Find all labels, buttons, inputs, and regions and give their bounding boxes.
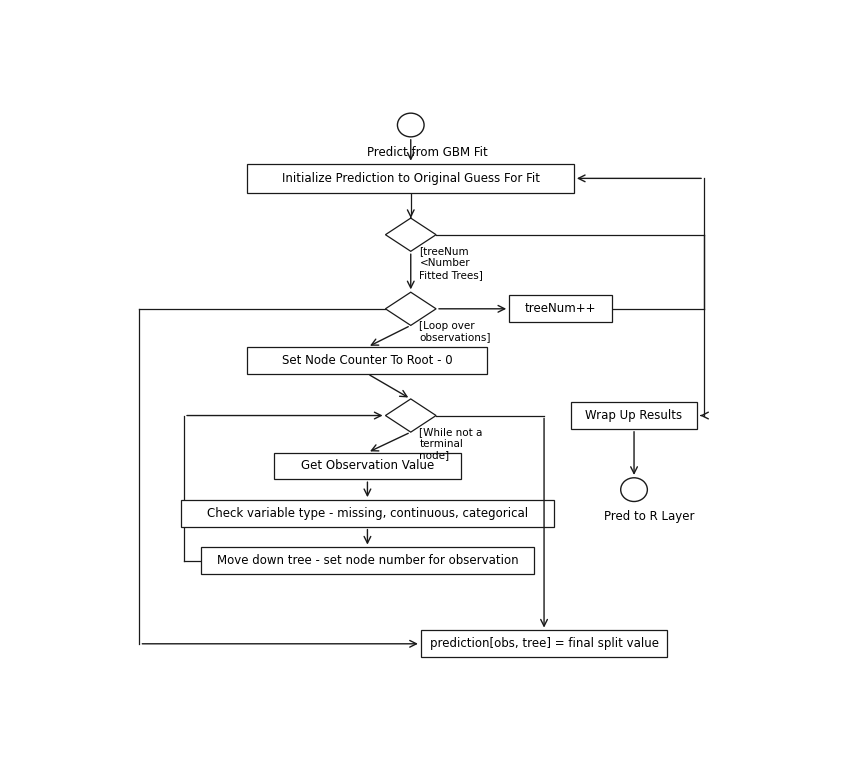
Text: Pred to R Layer: Pred to R Layer [604, 510, 695, 523]
Text: prediction[obs, tree] = final split value: prediction[obs, tree] = final split valu… [429, 638, 659, 651]
Circle shape [621, 477, 648, 501]
Text: treeNum++: treeNum++ [525, 303, 597, 315]
FancyBboxPatch shape [248, 347, 488, 373]
Text: Move down tree - set node number for observation: Move down tree - set node number for obs… [217, 554, 519, 567]
Polygon shape [385, 399, 436, 432]
Text: [While not a
terminal
node]: [While not a terminal node] [420, 427, 482, 460]
Polygon shape [385, 292, 436, 326]
Text: [treeNum
<Number
Fitted Trees]: [treeNum <Number Fitted Trees] [420, 246, 483, 280]
Circle shape [397, 113, 424, 137]
FancyBboxPatch shape [509, 296, 612, 322]
Text: Get Observation Value: Get Observation Value [301, 460, 434, 473]
FancyBboxPatch shape [421, 631, 667, 657]
Text: Set Node Counter To Root - 0: Set Node Counter To Root - 0 [282, 354, 452, 367]
FancyBboxPatch shape [274, 453, 461, 479]
Text: Wrap Up Results: Wrap Up Results [586, 409, 683, 422]
Text: [Loop over
observations]: [Loop over observations] [420, 320, 491, 343]
FancyBboxPatch shape [181, 500, 554, 527]
Text: Check variable type - missing, continuous, categorical: Check variable type - missing, continuou… [207, 507, 528, 520]
FancyBboxPatch shape [571, 402, 697, 429]
Text: Predict from GBM Fit: Predict from GBM Fit [367, 146, 488, 159]
FancyBboxPatch shape [248, 163, 574, 193]
Text: Initialize Prediction to Original Guess For Fit: Initialize Prediction to Original Guess … [282, 172, 540, 185]
Polygon shape [385, 218, 436, 251]
FancyBboxPatch shape [201, 547, 534, 574]
